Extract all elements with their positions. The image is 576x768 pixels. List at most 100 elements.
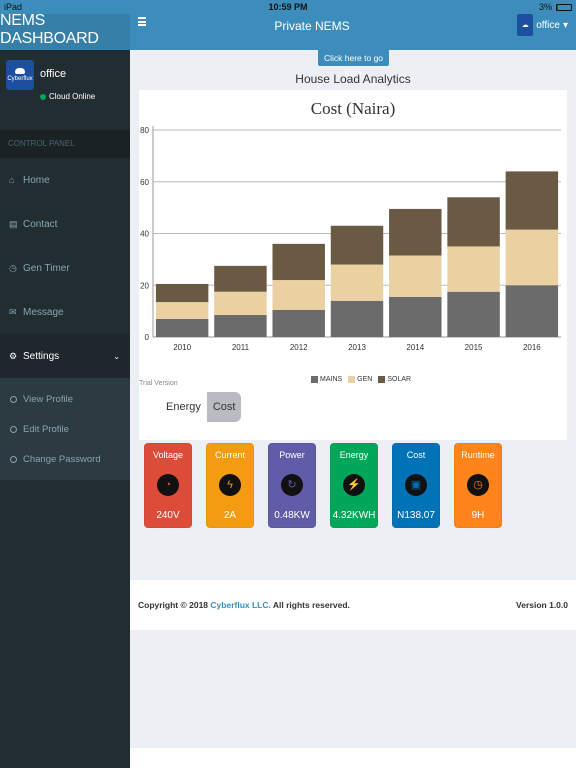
money-icon: ▣ [405, 474, 427, 496]
metric-label: Current [214, 450, 245, 460]
user-menu-label: office [536, 19, 560, 31]
metric-value: 0.48KW [274, 510, 310, 521]
sidebar-item-label: Message [23, 306, 64, 318]
legend-label: SOLAR [387, 376, 412, 383]
chart-title: Cost (Naira) [310, 99, 396, 118]
x-tick-label: 2014 [406, 343, 424, 352]
chart-tabs: Energy Cost [160, 392, 242, 422]
submenu-item-view-profile[interactable]: View Profile [0, 384, 130, 414]
metric-value: 240V [156, 510, 180, 521]
hamburger-menu-icon[interactable] [138, 17, 146, 26]
clock-icon: ◷ [9, 262, 17, 273]
home-icon: ⌂ [9, 174, 15, 185]
metric-value: 9H [471, 510, 485, 521]
sidebar-item-message[interactable]: ✉ Message [0, 290, 130, 334]
envelope-icon: ✉ [9, 306, 17, 317]
footer: Copyright © 2018 Cyberflux LLC. All righ… [130, 580, 576, 630]
legend-swatch [348, 376, 356, 383]
copyright-prefix: Copyright © 2018 [138, 600, 209, 610]
back-button[interactable]: Click here to go back [318, 50, 389, 79]
metric-card-cost[interactable]: Cost ▣ N138.07 [392, 443, 440, 528]
bar-segment-mains [447, 291, 500, 337]
circle-icon [10, 395, 17, 403]
metric-label: Runtime [461, 450, 495, 460]
bar-segment-mains [505, 285, 559, 337]
status-time: 10:59 PM [268, 2, 308, 12]
contact-icon: ▤ [9, 218, 18, 229]
bar-segment-mains [214, 315, 267, 337]
legend-label: MAINS [320, 376, 343, 383]
copyright-suffix: All rights reserved. [272, 600, 350, 610]
battery-percent: 3% [538, 2, 552, 12]
metric-card-energy[interactable]: Energy ⚡ 4.32KWH [330, 443, 378, 528]
user-panel: Cyberflux office Cloud Online [0, 50, 130, 122]
submenu-item-label: Change Password [23, 453, 101, 465]
legend-item: SOLAR [378, 376, 411, 383]
bar-segment-gen [330, 264, 384, 301]
metric-card-current[interactable]: Current ϟ 2A [206, 443, 254, 528]
tab-cost[interactable]: Cost [206, 392, 242, 422]
clock-icon: ◷ [467, 474, 489, 496]
company-link[interactable]: Cyberflux LLC. [210, 600, 271, 610]
company-logo: Cyberflux [6, 60, 34, 90]
sidebar-item-settings[interactable]: ⚙ Settings ⌄ [0, 334, 130, 378]
analytics-title: House Load Analytics [295, 72, 411, 86]
sidebar-item-label: Settings [23, 350, 60, 362]
bar-segment-solar [272, 243, 325, 281]
submenu-item-label: View Profile [23, 393, 73, 405]
y-tick-label: 40 [140, 230, 149, 239]
bar-segment-gen [214, 291, 267, 316]
user-menu[interactable]: ☁ office ▾ [517, 14, 568, 36]
submenu-item-edit-profile[interactable]: Edit Profile [0, 414, 130, 444]
cloud-icon [15, 68, 25, 74]
page-title: Private NEMS [274, 19, 350, 33]
metric-label: Voltage [152, 450, 184, 460]
bar-segment-mains [389, 296, 442, 337]
user-avatar-icon: ☁ [517, 14, 534, 36]
x-tick-label: 2012 [290, 343, 308, 352]
metric-card-power[interactable]: Power ↻ 0.48KW [268, 443, 316, 528]
copyright-text: Copyright © 2018 Cyberflux LLC. All righ… [138, 600, 350, 610]
user-name: office [40, 68, 67, 80]
legend-label: GEN [357, 376, 373, 383]
metric-card-runtime[interactable]: Runtime ◷ 9H [454, 443, 502, 528]
sidebar-item-contact[interactable]: ▤ Contact [0, 202, 130, 246]
cost-bar-chart: 0 20 40 60 80 2010 2011 2012 2013 2014 2015 2016 [140, 126, 561, 352]
chevron-down-icon: ⌄ [113, 351, 120, 361]
circle-icon [10, 425, 17, 433]
metric-label: Power [279, 450, 305, 460]
bar-segment-solar [389, 208, 442, 256]
main-content: Click here to go back House Load Analyti… [130, 50, 576, 768]
sidebar-item-home[interactable]: ⌂ Home [0, 158, 130, 202]
x-tick-label: 2011 [232, 343, 250, 352]
x-tick-label: 2015 [465, 343, 483, 352]
version-label: Version 1.0.0 [516, 600, 568, 610]
y-tick-label: 80 [140, 126, 149, 135]
bar-segment-mains [272, 309, 325, 337]
caret-down-icon: ▾ [562, 19, 568, 31]
bar-segment-mains [155, 318, 209, 337]
device-label: iPad [4, 2, 23, 12]
sidebar-section-header: CONTROL PANEL [0, 130, 130, 158]
bar-segment-gen [272, 280, 325, 310]
bar-segment-solar [330, 225, 384, 265]
legend-swatch [378, 376, 386, 383]
bar-segment-solar [155, 283, 209, 303]
sidebar-item-label: Home [23, 174, 50, 186]
legend-swatch [311, 376, 318, 383]
lightning-circle-icon: ϟ [219, 474, 241, 496]
x-tick-label: 2013 [348, 343, 366, 352]
trial-version-label: Trial Version [139, 380, 178, 387]
metric-card-voltage[interactable]: Voltage ◔ 240V [144, 443, 192, 528]
legend-item: MAINS [311, 376, 342, 383]
power-cycle-icon: ↻ [281, 474, 303, 496]
status-bar: iPad 10:59 PM 3% [0, 0, 576, 14]
sidebar-item-gen-timer[interactable]: ◷ Gen Timer [0, 246, 130, 290]
battery-icon [556, 3, 572, 11]
y-tick-label: 0 [145, 333, 150, 342]
chart-legend: MAINS GEN SOLAR [311, 376, 411, 383]
gears-icon: ⚙ [9, 350, 18, 361]
tab-energy[interactable]: Energy [160, 392, 207, 422]
circle-icon [10, 455, 17, 463]
submenu-item-change-password[interactable]: Change Password [0, 444, 130, 474]
